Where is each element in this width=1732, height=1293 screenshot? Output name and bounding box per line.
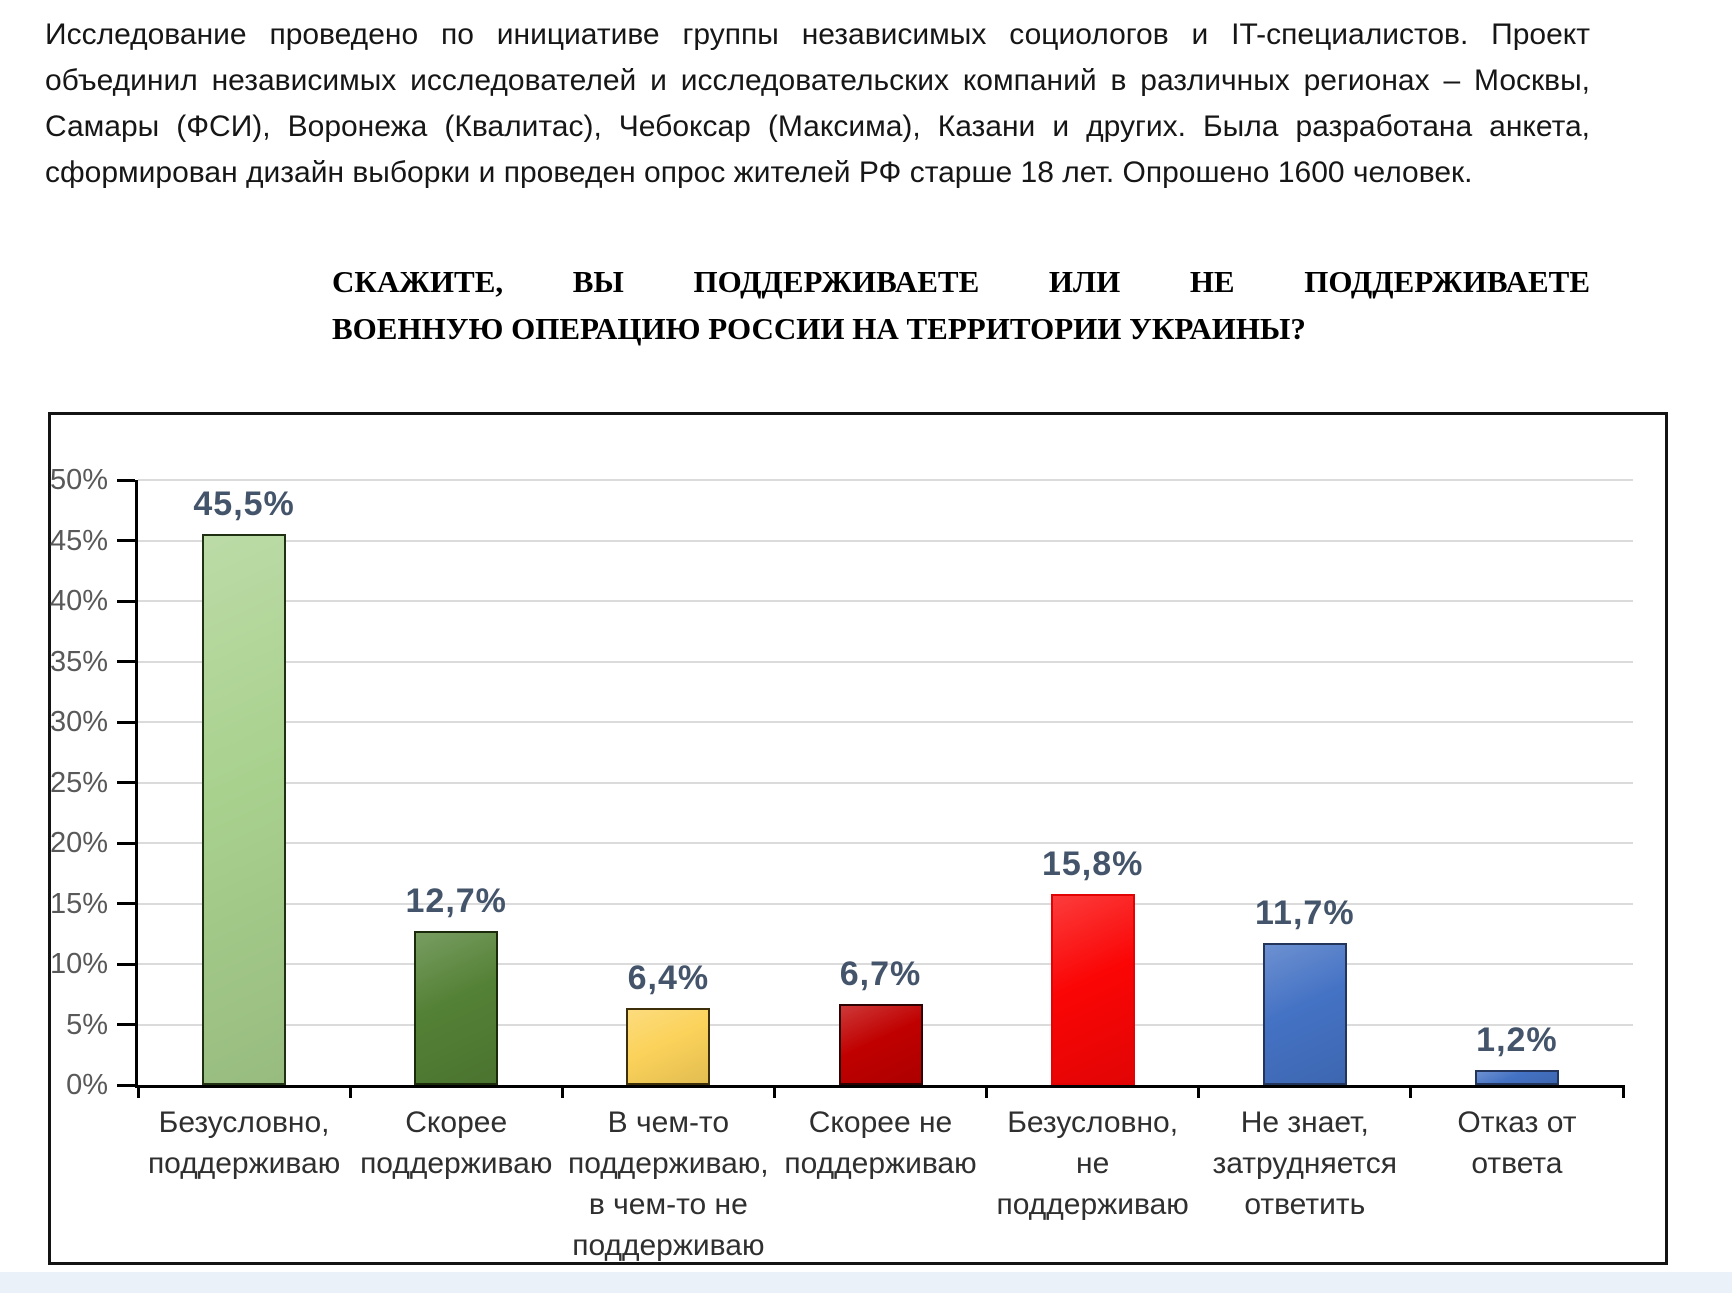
bar-value-label: 1,2%	[1476, 1021, 1558, 1060]
x-category-label: Безусловно, поддерживаю	[147, 1106, 341, 1180]
x-category-label: Не знает, затрудняется ответить	[1212, 1106, 1398, 1221]
x-category-label: Отказ от ответа	[1457, 1106, 1577, 1180]
x-axis-tick	[985, 1085, 989, 1098]
gridline	[138, 600, 1633, 602]
y-axis-label: 20%	[49, 827, 108, 859]
bar	[1474, 1070, 1559, 1085]
y-axis-tick	[117, 478, 135, 482]
x-axis-tick	[348, 1085, 352, 1098]
page-bottom-strip	[0, 1272, 1732, 1293]
bar	[1262, 943, 1347, 1085]
intro-paragraph: Исследование проведено по инициативе гру…	[45, 18, 1590, 189]
y-axis-label: 45%	[49, 524, 108, 557]
y-axis-label: 10%	[49, 948, 108, 980]
x-category-label: В чем-то поддерживаю, в чем-то не поддер…	[568, 1106, 769, 1262]
y-axis-label: 50%	[49, 464, 108, 496]
y-axis-label: 30%	[49, 706, 108, 738]
x-category-label: Безусловно, не поддерживаю	[996, 1106, 1189, 1221]
gridline	[138, 842, 1633, 844]
y-axis-label: 25%	[49, 766, 108, 799]
y-axis-label: 0%	[66, 1069, 108, 1101]
y-axis-label: 40%	[49, 585, 108, 617]
y-axis-tick	[117, 781, 135, 784]
gridline	[138, 781, 1633, 784]
gridline	[138, 539, 1633, 542]
bar	[626, 1007, 711, 1085]
question-title-line2: ВОЕННУЮ ОПЕРАЦИЮ РОССИИ НА ТЕРРИТОРИИ УК…	[332, 311, 1306, 346]
gridline	[138, 660, 1633, 663]
y-axis-label: 35%	[49, 645, 108, 678]
x-axis-tick	[560, 1085, 564, 1098]
bar-value-label: 15,8%	[1041, 844, 1144, 883]
bar-value-label: 11,7%	[1255, 894, 1355, 933]
x-axis-tick	[1409, 1085, 1413, 1098]
y-axis-tick	[117, 902, 135, 905]
gridline	[138, 479, 1633, 481]
gridline	[138, 963, 1633, 965]
x-category-label: Скорее поддерживаю	[360, 1106, 553, 1180]
y-axis-tick	[117, 599, 135, 603]
bar-value-label: 12,7%	[405, 882, 507, 921]
bar	[414, 931, 499, 1085]
gridline	[138, 721, 1633, 723]
bar-chart-frame: 0% 5% 10% 15% 20% 25% 30% 35% 40% 45% 50% 45,5% Безу…	[48, 412, 1668, 1265]
y-axis-label: 15%	[49, 887, 108, 920]
x-axis-tick	[1621, 1085, 1625, 1098]
chart-question-title: СКАЖИТЕ, ВЫ ПОДДЕРЖИВАЕТЕ ИЛИ НЕ ПОДДЕРЖ…	[332, 258, 1590, 352]
y-axis-tick	[117, 962, 135, 966]
bar	[838, 1003, 923, 1085]
bar	[202, 534, 287, 1085]
y-axis-tick	[117, 660, 135, 663]
question-title-line1: СКАЖИТЕ, ВЫ ПОДДЕРЖИВАЕТЕ ИЛИ НЕ ПОДДЕРЖ…	[332, 264, 1590, 299]
x-category-label: Скорее не поддерживаю	[784, 1106, 977, 1180]
bar	[1050, 893, 1135, 1085]
x-axis-tick	[1197, 1085, 1201, 1098]
bar-value-label: 6,4%	[627, 958, 710, 997]
y-axis-tick	[117, 841, 135, 845]
y-axis-tick	[117, 1023, 135, 1026]
y-axis-tick	[117, 539, 135, 542]
y-axis-tick	[117, 720, 135, 724]
x-axis-tick	[772, 1085, 776, 1098]
bar-chart-plot-area: 0% 5% 10% 15% 20% 25% 30% 35% 40% 45% 50% 45,5% Безу…	[50, 464, 1633, 1262]
y-axis-label: 5%	[66, 1008, 108, 1041]
x-axis-tick	[136, 1085, 140, 1098]
gridline	[138, 902, 1633, 905]
y-axis-tick	[117, 1083, 135, 1087]
bar-value-label: 6,7%	[839, 954, 922, 993]
bar-value-label: 45,5%	[193, 485, 295, 524]
